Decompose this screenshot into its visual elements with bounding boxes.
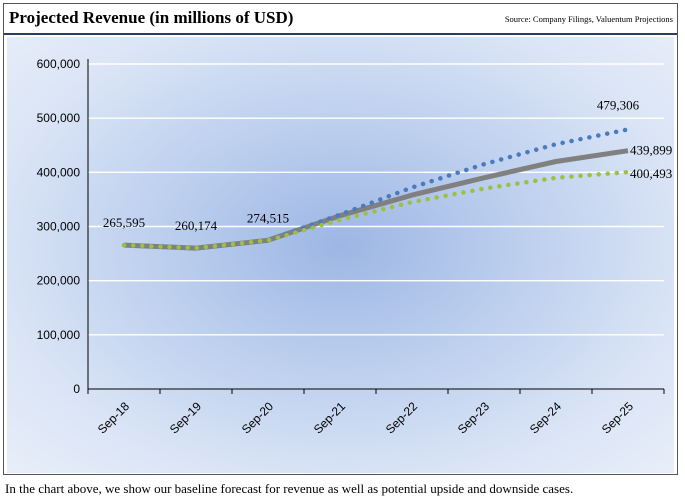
y-tick-label: 0 xyxy=(73,382,80,396)
x-tick-label: Sep-22 xyxy=(383,399,420,436)
data-label: 479,306 xyxy=(597,97,640,112)
y-tick-label: 500,000 xyxy=(37,111,81,125)
x-tick-label: Sep-18 xyxy=(95,399,132,436)
data-label: 274,515 xyxy=(247,210,289,225)
y-tick-label: 100,000 xyxy=(37,328,81,342)
series-line-downside xyxy=(121,169,631,251)
x-tick-label: Sep-24 xyxy=(527,399,564,436)
chart-title: Projected Revenue (in millions of USD) xyxy=(9,8,294,27)
y-tick-label: 600,000 xyxy=(37,57,81,71)
plot-background xyxy=(7,37,674,473)
data-label: 400,493 xyxy=(630,166,672,181)
y-tick-label: 200,000 xyxy=(37,274,81,288)
series-line-base xyxy=(123,148,629,251)
data-label: 439,899 xyxy=(630,143,672,158)
x-tick-label: Sep-25 xyxy=(599,399,636,436)
x-tick-label: Sep-23 xyxy=(455,399,492,436)
panel-header: Projected Revenue (in millions of USD) S… xyxy=(4,4,677,35)
data-label: 265,595 xyxy=(103,215,145,230)
x-tick-label: Sep-19 xyxy=(167,399,204,436)
x-tick-label: Sep-21 xyxy=(311,399,348,436)
chart-caption: In the chart above, we show our baseline… xyxy=(5,481,574,496)
revenue-line-chart: 0 100,000 200,000 300,000 400,000 500,000 600,… xyxy=(37,57,673,436)
data-label: 260,174 xyxy=(175,218,218,233)
y-tick-label: 400,000 xyxy=(37,165,81,179)
y-tick-label: 300,000 xyxy=(37,220,81,234)
chart-panel: Projected Revenue (in millions of USD) S… xyxy=(3,3,678,475)
source-note: Source: Company Filings, Valuentum Proje… xyxy=(504,14,673,24)
x-tick-label: Sep-20 xyxy=(239,399,276,436)
